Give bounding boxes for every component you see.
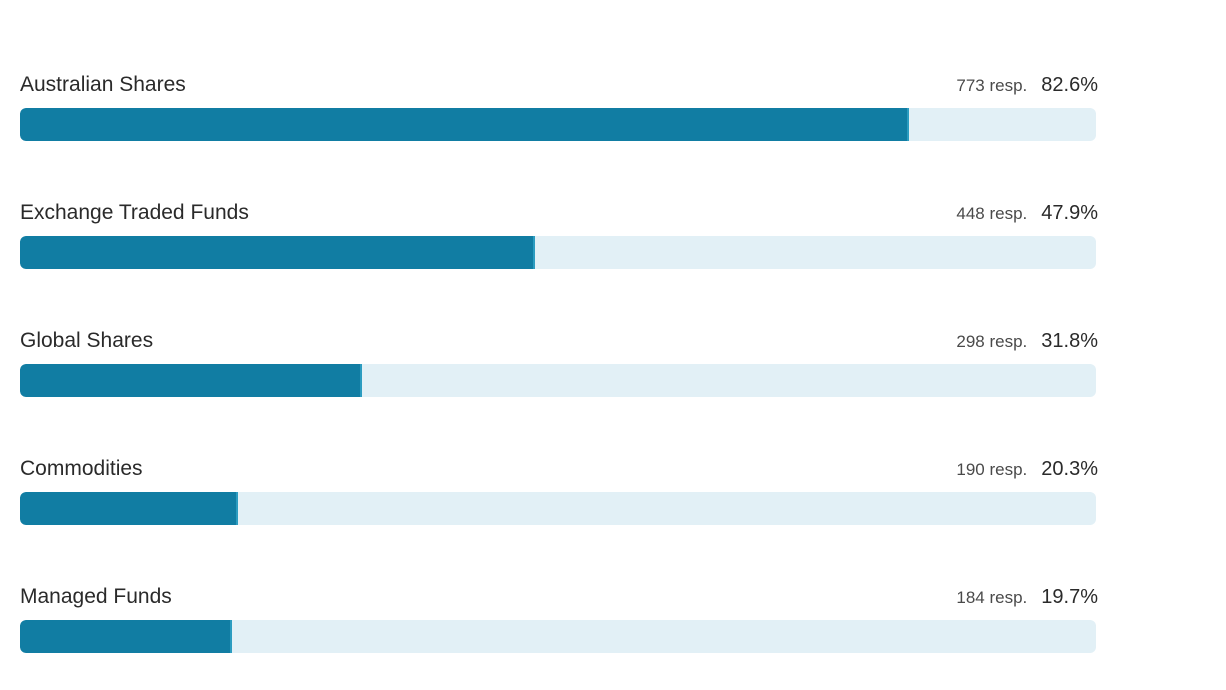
bar-fill bbox=[20, 236, 535, 269]
bar-row-header: Exchange Traded Funds 448 resp. 47.9% bbox=[20, 198, 1098, 228]
bar-track bbox=[20, 364, 1096, 397]
bar-track bbox=[20, 236, 1096, 269]
bar-row-header: Global Shares 298 resp. 31.8% bbox=[20, 326, 1098, 356]
percent-label: 19.7% bbox=[1041, 586, 1098, 608]
bar-fill bbox=[20, 108, 909, 141]
bar-fill bbox=[20, 492, 238, 525]
percent-label: 82.6% bbox=[1041, 74, 1098, 96]
bar-row-commodities: Commodities 190 resp. 20.3% bbox=[20, 454, 1098, 544]
bar-stats: 190 resp. 20.3% bbox=[956, 454, 1098, 484]
percent-label: 20.3% bbox=[1041, 458, 1098, 480]
bar-fill bbox=[20, 620, 232, 653]
bar-row-australian-shares: Australian Shares 773 resp. 82.6% bbox=[20, 70, 1098, 160]
bar-row-global-shares: Global Shares 298 resp. 31.8% bbox=[20, 326, 1098, 416]
bar-row-exchange-traded-funds: Exchange Traded Funds 448 resp. 47.9% bbox=[20, 198, 1098, 288]
category-label: Exchange Traded Funds bbox=[20, 201, 249, 224]
bar-row-header: Australian Shares 773 resp. 82.6% bbox=[20, 70, 1098, 100]
bar-row-managed-funds: Managed Funds 184 resp. 19.7% bbox=[20, 582, 1098, 672]
response-count: 298 resp. bbox=[956, 332, 1028, 351]
bar-track bbox=[20, 492, 1096, 525]
category-label: Australian Shares bbox=[20, 73, 186, 96]
percent-label: 47.9% bbox=[1041, 202, 1098, 224]
bar-row-header: Commodities 190 resp. 20.3% bbox=[20, 454, 1098, 484]
bar-fill bbox=[20, 364, 362, 397]
bar-row-header: Managed Funds 184 resp. 19.7% bbox=[20, 582, 1098, 612]
response-count: 184 resp. bbox=[956, 588, 1028, 607]
bar-track bbox=[20, 108, 1096, 141]
category-label: Commodities bbox=[20, 457, 143, 480]
bar-track bbox=[20, 620, 1096, 653]
percent-label: 31.8% bbox=[1041, 330, 1098, 352]
response-count: 448 resp. bbox=[956, 204, 1028, 223]
response-count: 773 resp. bbox=[956, 76, 1028, 95]
bar-stats: 448 resp. 47.9% bbox=[956, 198, 1098, 228]
bar-stats: 773 resp. 82.6% bbox=[956, 70, 1098, 100]
response-count: 190 resp. bbox=[956, 460, 1028, 479]
category-label: Managed Funds bbox=[20, 585, 172, 608]
category-label: Global Shares bbox=[20, 329, 154, 352]
bar-stats: 298 resp. 31.8% bbox=[956, 326, 1098, 356]
bar-stats: 184 resp. 19.7% bbox=[956, 582, 1098, 612]
